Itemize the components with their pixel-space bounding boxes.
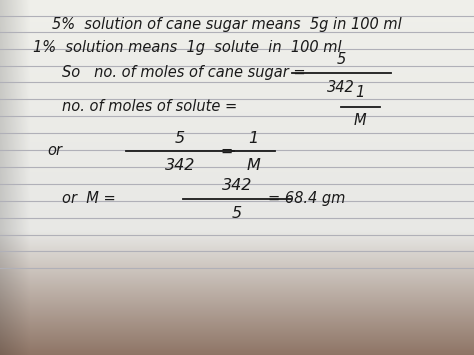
Text: 342: 342	[165, 158, 195, 173]
Text: 1: 1	[248, 131, 259, 146]
Text: 5: 5	[175, 131, 185, 146]
Text: no. of moles of solute =: no. of moles of solute =	[62, 99, 237, 114]
Text: 342: 342	[222, 179, 252, 193]
Text: 5: 5	[337, 53, 346, 67]
Text: M: M	[354, 113, 366, 128]
Text: So   no. of moles of cane sugar =: So no. of moles of cane sugar =	[62, 65, 305, 80]
Text: 342: 342	[328, 80, 355, 95]
Text: 1%  solution means  1g  solute  in  100 ml: 1% solution means 1g solute in 100 ml	[33, 40, 342, 55]
Text: = 68.4 gm: = 68.4 gm	[268, 191, 345, 206]
Text: or  M =: or M =	[62, 191, 115, 206]
Text: M: M	[246, 158, 261, 173]
Text: =: =	[220, 143, 233, 158]
Text: 1: 1	[356, 86, 365, 100]
Text: or: or	[47, 143, 63, 158]
Text: 5%  solution of cane sugar means  5g in 100 ml: 5% solution of cane sugar means 5g in 10…	[52, 17, 402, 32]
Text: 5: 5	[232, 206, 242, 220]
